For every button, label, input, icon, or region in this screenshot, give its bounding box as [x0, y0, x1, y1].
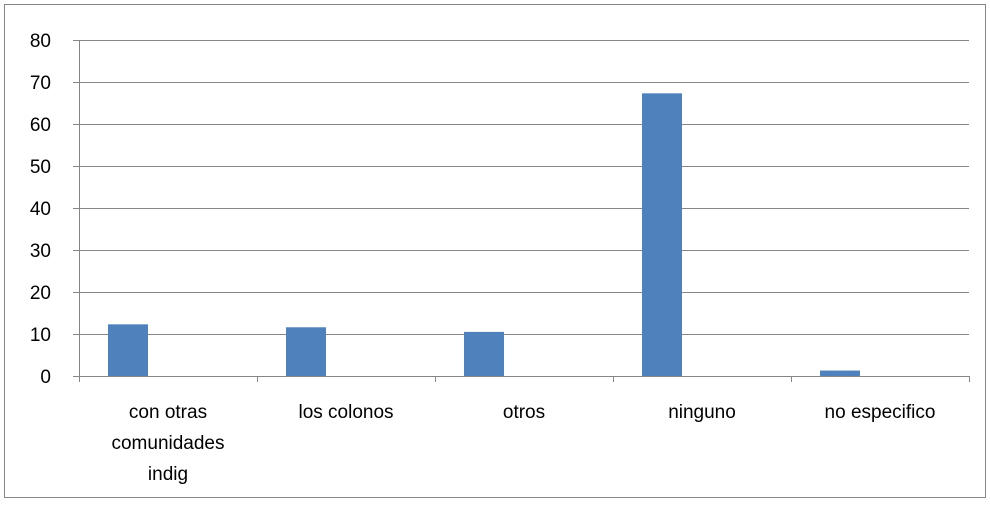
x-tick-labels: con otras comunidades indig los colonos otro… — [111, 402, 935, 485]
bar — [642, 93, 682, 376]
bar — [464, 331, 504, 376]
y-tick-label: 60 — [30, 115, 51, 136]
bar — [286, 327, 326, 376]
x-tick-label: no especifico — [825, 402, 936, 423]
y-tick-label: 40 — [30, 199, 51, 220]
y-tick-label: 0 — [40, 367, 51, 388]
y-tick-label: 50 — [30, 157, 51, 178]
y-tick-label: 70 — [30, 73, 51, 94]
y-tick-labels: 0 10 20 30 40 50 60 70 80 — [30, 31, 51, 388]
bars — [108, 93, 860, 376]
y-tick-label: 20 — [30, 283, 51, 304]
gridlines — [79, 40, 969, 335]
x-tick-label: indig — [148, 464, 188, 485]
x-tick-label: otros — [503, 402, 545, 423]
x-tick-label: comunidades — [111, 433, 224, 454]
y-tick-label: 30 — [30, 241, 51, 262]
x-tick-label: los colonos — [298, 402, 393, 423]
x-tick-label: ninguno — [668, 402, 736, 423]
y-tick-label: 10 — [30, 325, 51, 346]
axes — [73, 40, 970, 382]
bar — [108, 324, 148, 376]
bar — [820, 370, 860, 376]
y-tick-label: 80 — [30, 31, 51, 52]
x-tick-label: con otras — [129, 402, 207, 423]
